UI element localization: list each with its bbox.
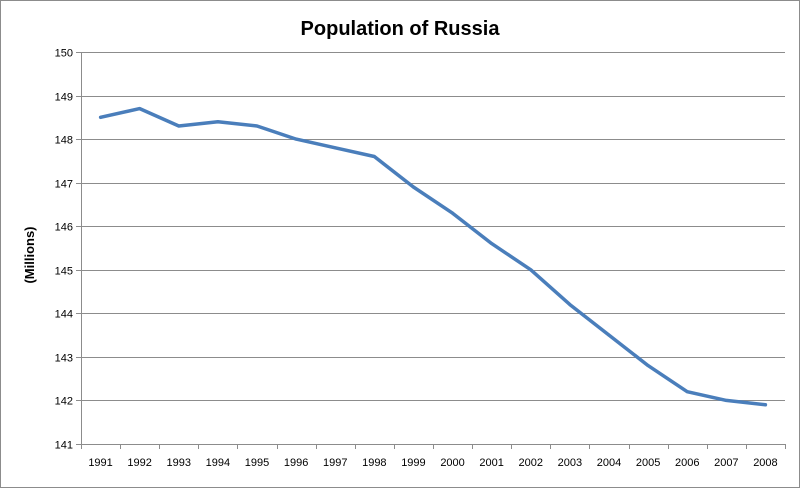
- x-tick-label: 2008: [753, 457, 777, 469]
- x-tick-label: 2004: [597, 457, 621, 469]
- series-line: [98, 106, 768, 407]
- x-tick-label: 1991: [88, 457, 112, 469]
- y-tick-label: 149: [55, 92, 73, 104]
- y-tick-label: 148: [55, 135, 73, 147]
- data-point: [333, 146, 337, 150]
- y-tick-label: 146: [55, 222, 73, 234]
- gridlines: [81, 52, 785, 401]
- data-point: [724, 398, 728, 402]
- data-point: [607, 333, 611, 337]
- y-tick-label: 142: [55, 396, 73, 408]
- data-point: [411, 185, 415, 189]
- data-point: [255, 124, 259, 128]
- data-point: [216, 120, 220, 124]
- x-tick-label: 1998: [362, 457, 386, 469]
- data-point: [490, 242, 494, 246]
- data-point: [568, 303, 572, 307]
- x-tick-label: 1997: [323, 457, 347, 469]
- x-tick-label: 2005: [636, 457, 660, 469]
- y-axis-label: (Millions): [22, 226, 37, 283]
- y-tick-label: 145: [55, 266, 73, 278]
- data-point: [177, 124, 181, 128]
- x-tick-label: 1993: [167, 457, 191, 469]
- x-tick-label: 2001: [479, 457, 503, 469]
- data-point: [529, 268, 533, 272]
- data-point: [99, 115, 103, 119]
- y-tick-label: 144: [55, 309, 73, 321]
- x-tick-label: 1994: [206, 457, 230, 469]
- data-point: [646, 364, 650, 368]
- series-layer: [98, 106, 768, 407]
- data-point: [372, 155, 376, 159]
- x-tick-label: 2003: [558, 457, 582, 469]
- x-tick-label: 2002: [519, 457, 543, 469]
- x-tick-label: 1992: [127, 457, 151, 469]
- chart-title: Population of Russia: [301, 18, 501, 40]
- data-point: [763, 403, 767, 407]
- x-tick-label: 2007: [714, 457, 738, 469]
- x-tick-label: 1995: [245, 457, 269, 469]
- data-point: [294, 137, 298, 141]
- y-tick-label: 147: [55, 179, 73, 191]
- data-point: [685, 390, 689, 394]
- data-point: [138, 107, 142, 111]
- x-tick-label: 1999: [401, 457, 425, 469]
- x-tick-label: 1996: [284, 457, 308, 469]
- y-tick-label: 141: [55, 440, 73, 452]
- axes: [76, 52, 786, 449]
- y-tick-labels: 141 142 143 144 145 146 147 148 149 150: [55, 48, 73, 452]
- x-tick-labels: 1991 1992 1993 1994 1995 1996 1997 1998 1999 2000…: [88, 457, 777, 469]
- y-tick-label: 150: [55, 48, 73, 60]
- x-tick-label: 2006: [675, 457, 699, 469]
- data-point: [451, 211, 455, 215]
- y-tick-label: 143: [55, 353, 73, 365]
- x-tick-label: 2000: [440, 457, 464, 469]
